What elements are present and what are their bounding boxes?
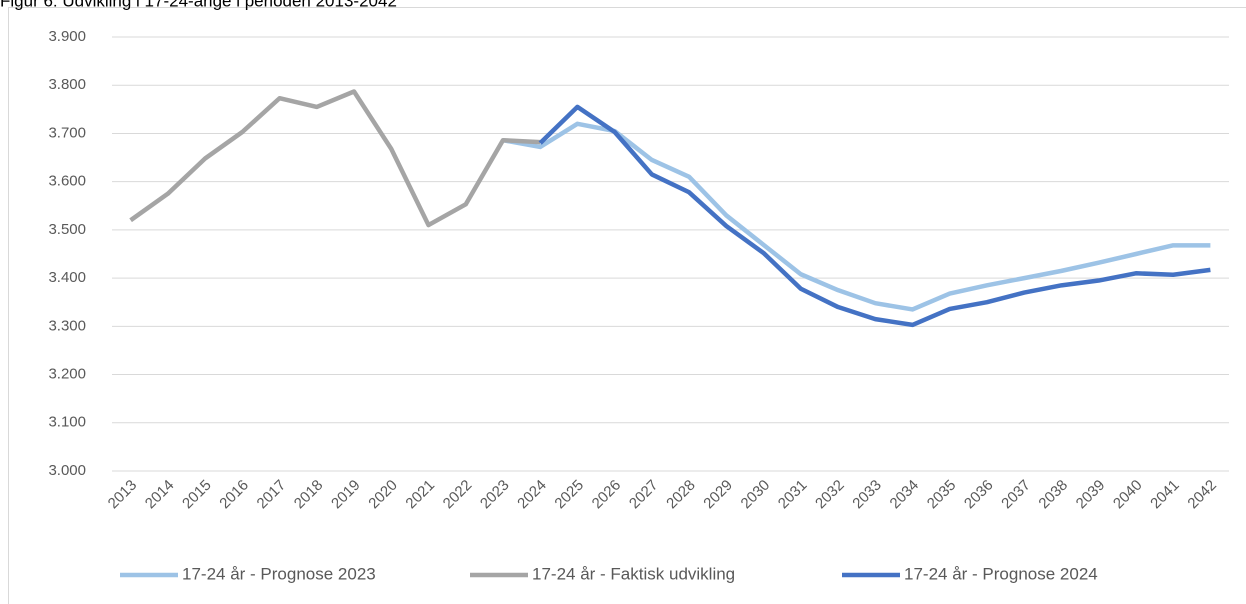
x-tick-label: 2015 — [179, 477, 215, 513]
x-tick-label: 2018 — [291, 477, 327, 513]
x-tick-label: 2037 — [998, 477, 1034, 513]
x-tick-label: 2016 — [216, 477, 252, 513]
x-tick-label: 2030 — [738, 477, 774, 513]
x-tick-label: 2034 — [887, 477, 923, 513]
x-tick-label: 2022 — [440, 477, 476, 513]
y-tick-label: 3.900 — [48, 28, 86, 45]
x-tick-label: 2041 — [1147, 477, 1183, 513]
y-tick-label: 3.300 — [48, 317, 86, 334]
x-tick-label: 2014 — [142, 477, 178, 513]
y-tick-label: 3.000 — [48, 462, 86, 479]
legend-label: 17-24 år - Prognose 2024 — [904, 564, 1098, 583]
x-tick-label: 2042 — [1184, 477, 1220, 513]
x-tick-label: 2040 — [1110, 477, 1146, 513]
y-tick-label: 3.800 — [48, 76, 86, 93]
x-tick-label: 2027 — [626, 477, 662, 513]
x-tick-label: 2039 — [1073, 477, 1109, 513]
x-tick-label: 2031 — [775, 477, 811, 513]
y-tick-label: 3.400 — [48, 269, 86, 286]
x-tick-label: 2033 — [849, 477, 885, 513]
y-tick-label: 3.500 — [48, 221, 86, 238]
x-tick-label: 2036 — [961, 477, 997, 513]
chart-frame — [8, 7, 1246, 604]
y-tick-label: 3.600 — [48, 173, 86, 190]
y-tick-label: 3.200 — [48, 366, 86, 383]
x-tick-label: 2013 — [105, 477, 141, 513]
x-tick-label: 2028 — [663, 477, 699, 513]
x-tick-label: 2021 — [402, 477, 438, 513]
x-tick-label: 2023 — [477, 477, 513, 513]
series-line — [129, 89, 541, 228]
x-tick-label: 2025 — [551, 477, 587, 513]
x-tick-label: 2017 — [254, 477, 290, 513]
series-line — [538, 104, 1211, 328]
x-tick-label: 2032 — [812, 477, 848, 513]
x-tick-label: 2020 — [365, 477, 401, 513]
x-tick-label: 2035 — [924, 477, 960, 513]
legend-label: 17-24 år - Prognose 2023 — [182, 564, 376, 583]
x-tick-label: 2024 — [514, 477, 550, 513]
x-tick-label: 2038 — [1035, 477, 1071, 513]
x-tick-label: 2029 — [700, 477, 736, 513]
y-tick-label: 3.100 — [48, 414, 86, 431]
chart-title: Figur 6: Udvikling i 17-24-årige i perio… — [0, 0, 397, 10]
legend-label: 17-24 år - Faktisk udvikling — [532, 564, 735, 583]
y-tick-label: 3.700 — [48, 124, 86, 141]
x-tick-label: 2019 — [328, 477, 364, 513]
x-tick-label: 2026 — [589, 477, 625, 513]
